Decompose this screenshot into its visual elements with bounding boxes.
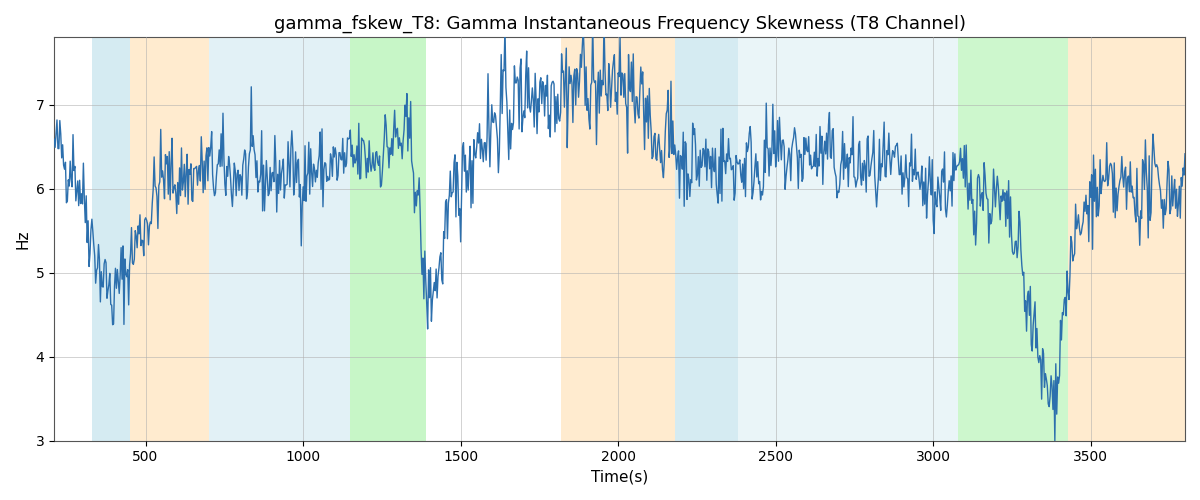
Y-axis label: Hz: Hz — [16, 230, 30, 249]
Bar — [1068, 38, 1186, 440]
Bar — [209, 38, 350, 440]
Bar — [674, 38, 738, 440]
Bar — [959, 38, 1068, 440]
Bar — [562, 38, 674, 440]
Bar — [350, 38, 426, 440]
Bar — [92, 38, 130, 440]
X-axis label: Time(s): Time(s) — [590, 470, 648, 485]
Bar — [130, 38, 209, 440]
Title: gamma_fskew_T8: Gamma Instantaneous Frequency Skewness (T8 Channel): gamma_fskew_T8: Gamma Instantaneous Freq… — [274, 15, 966, 34]
Bar — [839, 38, 959, 440]
Bar — [738, 38, 839, 440]
